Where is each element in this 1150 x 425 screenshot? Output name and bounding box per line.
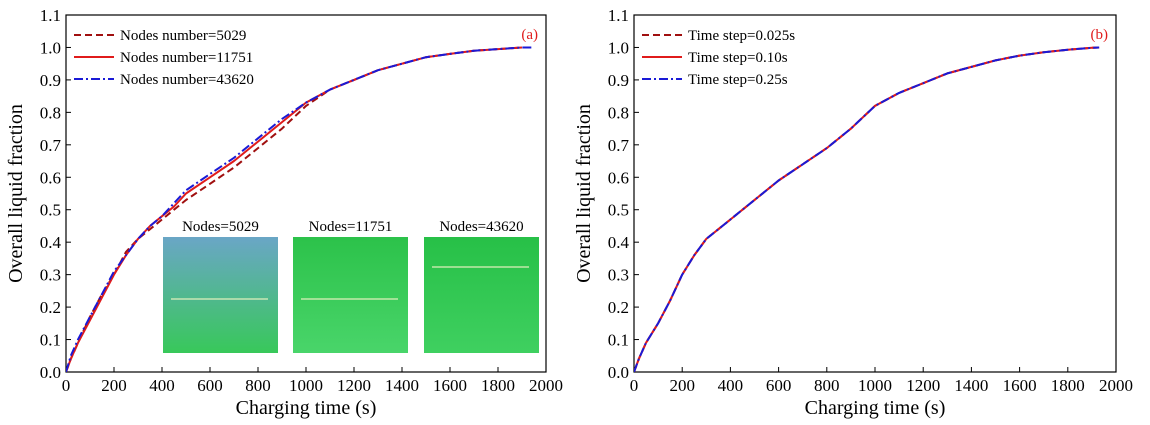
x-tick-label: 600 (766, 376, 792, 395)
series-group (634, 46, 1100, 372)
x-axis-title: Charging time (s) (805, 397, 946, 419)
legend-label-1: Time step=0.025s (688, 28, 795, 44)
y-tick-label: 0.0 (608, 363, 629, 382)
y-tick-label: 0.4 (608, 233, 630, 252)
panel-a: Nodes=5029 Nodes=11751 Nodes=43620 0 200 400 6… (5, 6, 563, 419)
inset-image-1 (163, 237, 278, 353)
plot-frame (633, 14, 1117, 373)
y-tick-label: 0.3 (608, 266, 629, 285)
y-tick-label: 0.5 (40, 201, 61, 220)
y-tick-label: 0.9 (40, 71, 61, 90)
y-tick-label: 0.0 (40, 363, 61, 382)
x-tick-label: 0 (630, 376, 639, 395)
inset-title-2: Nodes=11751 (309, 219, 393, 235)
x-tick-label: 600 (197, 376, 223, 395)
y-tick-label: 0.3 (40, 266, 61, 285)
y-tick-label: 0.5 (608, 201, 629, 220)
y-tick-label: 1.0 (40, 38, 61, 57)
x-tick-label: 1200 (337, 376, 371, 395)
x-tick-label: 0 (62, 376, 71, 395)
series-group (66, 46, 534, 372)
legend-label-2: Time step=0.10s (688, 50, 788, 66)
x-tick-label: 1000 (858, 376, 892, 395)
x-tick-label: 1600 (433, 376, 467, 395)
x-axis-title: Charging time (s) (236, 397, 377, 419)
x-tick-label: 1800 (481, 376, 515, 395)
y-tick-label: 0.6 (608, 168, 629, 187)
y-tick-label: 0.1 (608, 331, 629, 350)
y-axis-title: Overall liquid fraction (5, 104, 27, 283)
y-tick-label: 0.7 (608, 136, 630, 155)
legend: Time step=0.025s Time step=0.10s Time step… (642, 28, 795, 88)
y-axis: 0.0 0.1 0.2 0.3 0.4 0.5 0.6 0.7 0.8 0.9 1.0 1.1 (608, 6, 639, 382)
panel-label: (a) (521, 27, 538, 43)
panel-b: 0 200 400 600 800 1000 1200 1400 1600 1800 2000 0.0… (573, 6, 1133, 419)
inset-title-3: Nodes=43620 (439, 219, 523, 235)
y-axis: 0.0 0.1 0.2 0.3 0.4 0.5 0.6 0.7 0.8 0.9 1.0 1.1 (40, 6, 71, 382)
y-tick-label: 0.2 (608, 298, 629, 317)
legend-label-3: Nodes number=43620 (120, 72, 254, 88)
x-tick-label: 2000 (1099, 376, 1133, 395)
y-tick-label: 0.4 (40, 233, 62, 252)
inset-group: Nodes=5029 Nodes=11751 Nodes=43620 (163, 219, 539, 353)
y-tick-label: 0.8 (40, 103, 61, 122)
x-tick-label: 800 (814, 376, 840, 395)
x-tick-label: 1000 (289, 376, 323, 395)
series-line-2 (634, 46, 1100, 372)
x-tick-label: 1400 (385, 376, 419, 395)
x-tick-label: 1600 (1003, 376, 1037, 395)
panel-label: (b) (1091, 27, 1109, 43)
x-tick-label: 400 (718, 376, 744, 395)
series-line-3 (634, 46, 1100, 372)
series-line-3 (66, 46, 534, 372)
y-tick-label: 0.6 (40, 168, 61, 187)
y-axis-title: Overall liquid fraction (573, 104, 595, 283)
x-tick-label: 400 (149, 376, 175, 395)
legend-label-3: Time step=0.25s (688, 72, 788, 88)
x-tick-label: 1800 (1051, 376, 1085, 395)
x-tick-label: 1200 (906, 376, 940, 395)
x-tick-label: 2000 (529, 376, 563, 395)
inset-title-1: Nodes=5029 (182, 219, 259, 235)
y-tick-label: 0.1 (40, 331, 61, 350)
legend-label-2: Nodes number=11751 (120, 50, 253, 66)
legend-label-1: Nodes number=5029 (120, 28, 246, 44)
x-axis: 0 200 400 600 800 1000 1200 1400 1600 1800 2000 (62, 367, 563, 395)
x-tick-label: 200 (101, 376, 127, 395)
y-tick-label: 1.1 (608, 6, 629, 25)
x-tick-label: 1400 (954, 376, 988, 395)
y-tick-label: 0.8 (608, 103, 629, 122)
series-line-1 (634, 46, 1100, 372)
legend: Nodes number=5029 Nodes number=11751 Nodes… (74, 28, 254, 88)
y-tick-label: 0.7 (40, 136, 62, 155)
inset-image-2 (293, 237, 408, 353)
x-axis: 0 200 400 600 800 1000 1200 1400 1600 1800 2000 (630, 367, 1133, 395)
y-tick-label: 0.9 (608, 71, 629, 90)
y-tick-label: 1.1 (40, 6, 61, 25)
y-tick-label: 1.0 (608, 38, 629, 57)
y-tick-label: 0.2 (40, 298, 61, 317)
x-tick-label: 200 (669, 376, 695, 395)
inset-image-3 (424, 237, 539, 353)
x-tick-label: 800 (245, 376, 271, 395)
